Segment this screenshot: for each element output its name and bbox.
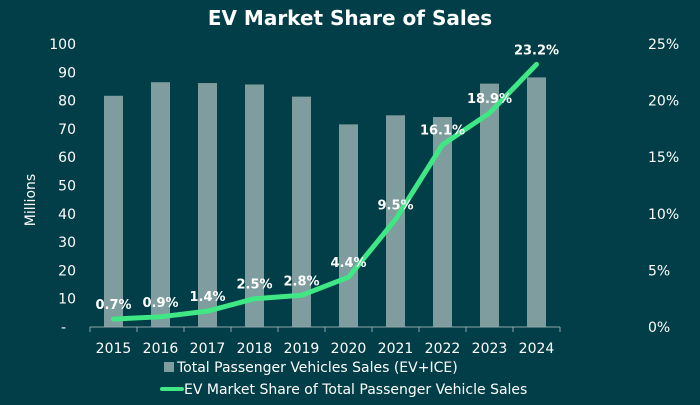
bar-2016 bbox=[151, 82, 170, 327]
x-tick-label: 2019 bbox=[284, 341, 320, 357]
bar-2017 bbox=[198, 83, 217, 327]
x-tick-label: 2020 bbox=[331, 341, 367, 357]
x-tick-label: 2021 bbox=[378, 341, 414, 357]
legend-line-label: EV Market Share of Total Passenger Vehic… bbox=[184, 382, 527, 398]
bar-2018 bbox=[245, 84, 264, 328]
data-label: 16.1% bbox=[420, 124, 465, 139]
data-label: 23.2% bbox=[514, 43, 559, 58]
bar-2015 bbox=[104, 95, 123, 327]
bar-2024 bbox=[527, 77, 546, 327]
x-tick-label: 2023 bbox=[472, 341, 508, 357]
bar-2019 bbox=[292, 96, 311, 327]
y-left-tick-label: 10 bbox=[58, 292, 76, 308]
y-right-tick-label: 20% bbox=[648, 94, 679, 110]
y-right-tick-label: 5% bbox=[648, 263, 670, 279]
y-left-tick-label: 30 bbox=[58, 235, 76, 251]
y-left-tick-label: 100 bbox=[49, 37, 76, 53]
bar-2022 bbox=[433, 117, 452, 327]
bar-2023 bbox=[480, 83, 499, 328]
y-right-tick-label: 15% bbox=[648, 150, 679, 166]
y-right-tick-label: 25% bbox=[648, 37, 679, 53]
y-left-tick-label: 40 bbox=[58, 207, 76, 223]
x-tick-label: 2024 bbox=[519, 341, 555, 357]
y-right-tick-label: 10% bbox=[648, 207, 679, 223]
y-left-tick-label: 50 bbox=[58, 179, 76, 195]
y-left-tick-label: 80 bbox=[58, 94, 76, 110]
legend-bar-label: Total Passenger Vehicles Sales (EV+ICE) bbox=[176, 360, 458, 376]
x-tick-label: 2017 bbox=[190, 341, 226, 357]
data-label: 1.4% bbox=[189, 290, 225, 305]
legend-bar-swatch bbox=[164, 362, 174, 372]
data-label: 2.5% bbox=[236, 278, 272, 293]
y-left-tick-label: 20 bbox=[58, 263, 76, 279]
y-left-tick-label: 60 bbox=[58, 150, 76, 166]
x-tick-label: 2015 bbox=[96, 341, 132, 357]
chart-title: EV Market Share of Sales bbox=[208, 6, 492, 30]
y-axis-label: Millions bbox=[23, 174, 39, 226]
data-label: 0.7% bbox=[95, 298, 131, 313]
data-label: 18.9% bbox=[467, 92, 512, 107]
y-right-tick-label: 0% bbox=[648, 320, 670, 336]
y-left-tick-label: 90 bbox=[58, 65, 76, 81]
line-ev-share bbox=[111, 61, 539, 322]
y-left-tick-label: 70 bbox=[58, 122, 76, 138]
data-label: 2.8% bbox=[283, 274, 319, 289]
y-left-tick-label: - bbox=[61, 320, 66, 336]
data-label: 4.4% bbox=[330, 256, 366, 271]
x-tick-label: 2016 bbox=[143, 341, 179, 357]
data-label: 9.5% bbox=[377, 198, 413, 213]
data-label: 0.9% bbox=[142, 296, 178, 311]
x-tick-label: 2022 bbox=[425, 341, 461, 357]
bar-2020 bbox=[339, 124, 358, 327]
x-tick-label: 2018 bbox=[237, 341, 273, 357]
